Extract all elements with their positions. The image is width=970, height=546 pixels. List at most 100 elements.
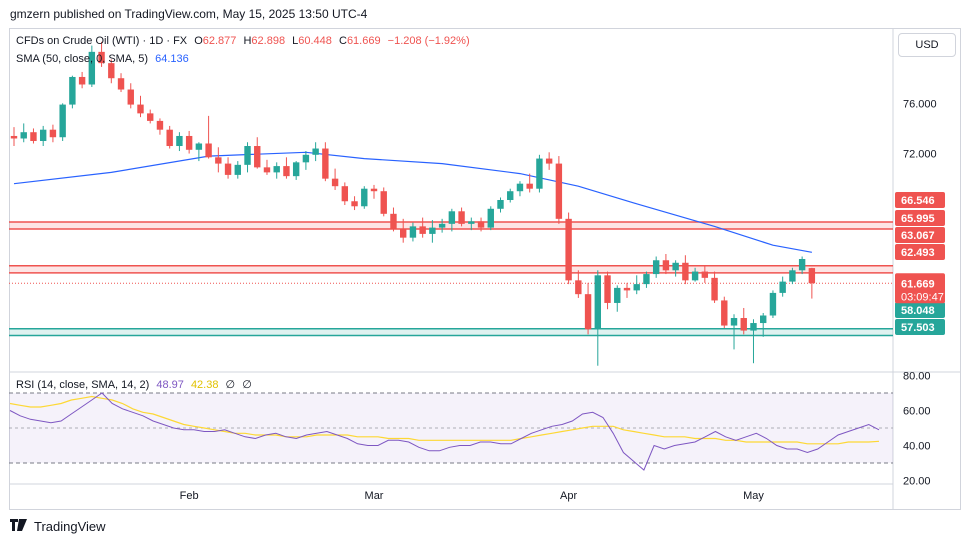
sma-label: SMA (50, close, 0, SMA, 5) [16, 53, 149, 65]
level-label: 65.995 [901, 213, 935, 225]
rsi-axis-tick: 40.00 [903, 441, 931, 453]
candle-body [205, 143, 212, 158]
candle-body [662, 260, 670, 271]
candle-body [341, 186, 349, 202]
low-value: 60.448 [298, 35, 332, 47]
candle-body [458, 211, 465, 224]
brand-name: TradingView [34, 519, 106, 534]
candle-body [292, 162, 300, 177]
candle-body [137, 104, 144, 114]
candle-body [565, 218, 572, 281]
level-label-bg [895, 302, 945, 318]
candle-body [312, 148, 319, 155]
level-label: 58.048 [901, 305, 935, 317]
candle-body [166, 129, 173, 147]
rsi-ma-line [9, 395, 880, 445]
candle-body [380, 191, 387, 214]
rsi-extra-2: ∅ [242, 379, 252, 391]
close-value: 61.669 [346, 35, 381, 47]
candle-body [370, 188, 378, 192]
candle-body [604, 275, 611, 303]
candle-body [351, 201, 358, 207]
rsi-line [9, 392, 880, 471]
candle-body [769, 292, 777, 316]
candle-body [507, 191, 514, 200]
candle-body [39, 129, 47, 141]
rsi-axis-tick: 80.00 [903, 371, 931, 383]
candle-body [49, 129, 57, 138]
candle-body [682, 262, 689, 281]
candle-body [195, 143, 203, 150]
time-axis-label: May [743, 490, 764, 502]
currency-button[interactable]: USD [898, 33, 956, 57]
price-legend[interactable]: CFDs on Crude Oil (WTI) · 1D · FX O62.87… [16, 35, 474, 47]
candle-body [633, 284, 640, 291]
candle-body [263, 167, 271, 173]
candle-body [88, 51, 96, 85]
rsi-band-fill [9, 393, 893, 463]
chart-frame[interactable] [9, 28, 961, 510]
candle-body [429, 227, 436, 234]
candle-body [400, 228, 407, 238]
level-label-bg [895, 227, 945, 243]
rsi-value: 48.97 [156, 379, 184, 391]
candle-body [594, 275, 601, 330]
candle-body [516, 183, 524, 192]
candle-body [555, 163, 563, 219]
rsi-axis-tick: 20.00 [903, 476, 931, 488]
time-axis-label: Mar [365, 490, 384, 502]
level-label: 57.503 [901, 322, 935, 334]
candle-body [185, 135, 193, 150]
candle-body [361, 188, 368, 207]
candle-body [20, 132, 27, 139]
time-axis-label: Feb [180, 490, 199, 502]
countdown-label: 03:09:47 [901, 291, 944, 303]
level-label-bg [895, 319, 945, 335]
candle-body [59, 104, 66, 138]
axis-layer: 80.00076.00072.00066.54665.99563.06762.4… [180, 48, 945, 502]
rsi-extra-1: ∅ [225, 379, 236, 391]
level-label: 62.493 [901, 247, 935, 259]
brand[interactable]: TradingView [10, 519, 106, 534]
candle-body [322, 148, 329, 179]
high-value: 62.898 [251, 35, 286, 47]
candle-body [215, 157, 222, 164]
resistance-zone-1-band [9, 222, 893, 229]
levels-layer [9, 221, 893, 337]
candle-body [691, 271, 699, 281]
high-label: H [243, 35, 252, 47]
candle-body [224, 163, 232, 175]
candle-body [273, 166, 280, 173]
candle-body [234, 164, 241, 175]
candle-body [477, 221, 485, 228]
candle-body [614, 287, 621, 303]
candle-body [652, 260, 660, 275]
candle-body [497, 200, 504, 209]
price-axis-tick: 76.000 [903, 98, 937, 110]
rsi-axis-tick: 60.00 [903, 406, 931, 418]
candle-body [78, 76, 86, 85]
level-label: 66.546 [901, 195, 935, 207]
sma-50-line [13, 151, 813, 253]
candle-body [721, 300, 728, 326]
candle-body [438, 223, 446, 228]
time-axis-label: Apr [560, 490, 577, 502]
symbol-label: CFDs on Crude Oil (WTI) · 1D · FX [16, 35, 188, 47]
resistance-zone-2-band [9, 265, 893, 273]
candle-body [643, 274, 650, 285]
candle-body [750, 323, 757, 331]
last-price-tag-bg [895, 273, 945, 304]
last-price-label: 61.669 [901, 278, 935, 290]
sma-legend[interactable]: SMA (50, close, 0, SMA, 5) 64.136 [16, 53, 193, 65]
candle-body [526, 183, 533, 189]
change-value: −1.208 (−1.92%) [387, 35, 470, 47]
open-value: 62.877 [202, 35, 237, 47]
candle-body [711, 277, 718, 301]
open-label: O [194, 35, 203, 47]
rsi-legend[interactable]: RSI (14, close, SMA, 14, 2) 48.97 42.38 … [16, 378, 256, 391]
level-label-bg [895, 244, 945, 260]
support-zone-band [9, 328, 893, 336]
candle-body [701, 271, 709, 278]
candle-body [127, 89, 134, 105]
